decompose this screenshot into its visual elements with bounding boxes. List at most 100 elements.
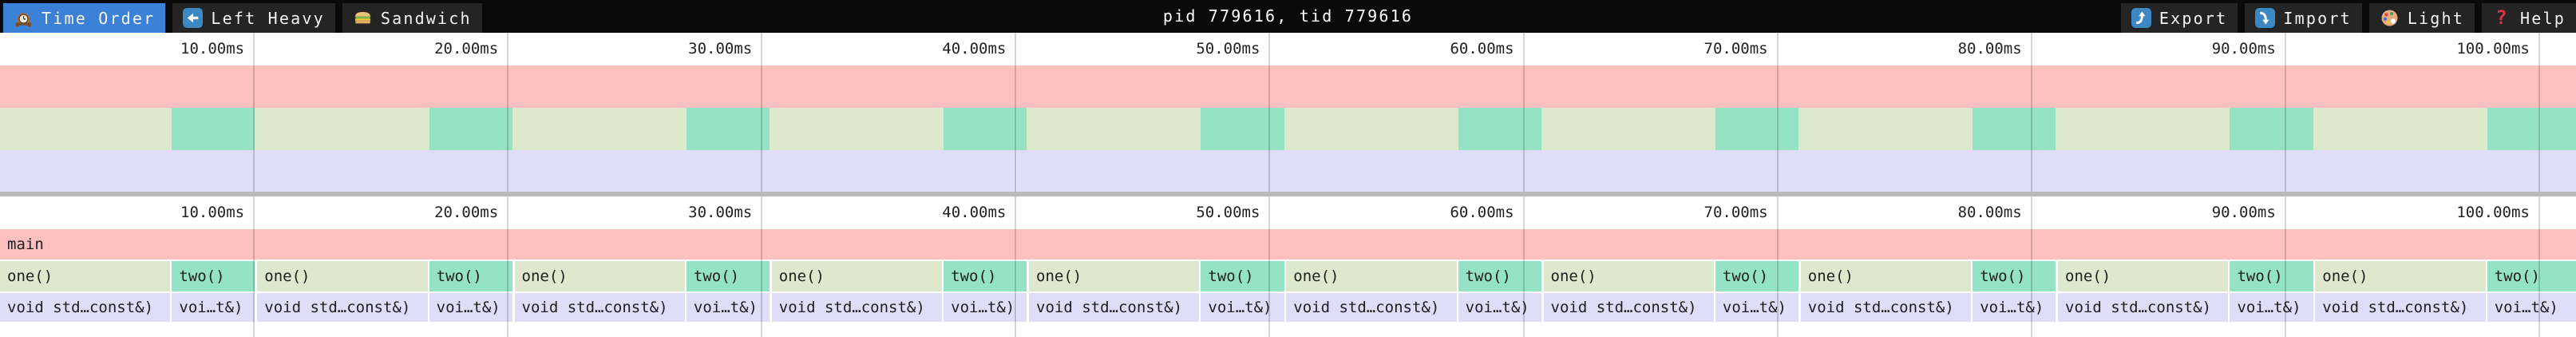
- button-export[interactable]: Export: [2120, 3, 2238, 33]
- button-help[interactable]: ? Help: [2482, 3, 2576, 33]
- time-gridline: [2538, 196, 2540, 337]
- button-theme[interactable]: Light: [2368, 3, 2475, 33]
- minimap-two-segment: [1973, 108, 2056, 150]
- minimap-two-segment: [2487, 108, 2576, 150]
- flame-cell-two-child-4[interactable]: voi…t&): [1201, 293, 1284, 322]
- minimap-band-depth2: [0, 150, 2576, 192]
- button-import[interactable]: Import: [2245, 3, 2362, 33]
- window-title: pid 779616, tid 779616: [1162, 6, 1414, 26]
- minimap-tick-label: 70.00ms: [1703, 40, 1768, 57]
- time-gridline: [1522, 33, 1525, 192]
- flame-cell-one-0[interactable]: one(): [0, 261, 171, 291]
- time-gridline: [507, 33, 509, 192]
- flame-cell-two-1[interactable]: two(): [429, 261, 512, 291]
- flame-cell-one-child-3[interactable]: void std…const&): [771, 293, 943, 322]
- tab-label: Left Heavy: [211, 8, 325, 28]
- flame-cell-two-child-2[interactable]: voi…t&): [686, 293, 770, 322]
- help-icon: ?: [2495, 6, 2509, 29]
- palette-icon: [2380, 8, 2400, 28]
- minimap-divider: [0, 192, 2576, 196]
- flame-cell-two-child-5[interactable]: voi…t&): [1458, 293, 1541, 322]
- minimap-tick-label: 40.00ms: [942, 40, 1007, 57]
- flame-cell-one-child-0[interactable]: void std…const&): [0, 293, 171, 322]
- flame-cell-one-7[interactable]: one(): [1800, 261, 1972, 291]
- flamechart-tick-label: 50.00ms: [1196, 204, 1260, 221]
- flame-cell-one-child-5[interactable]: void std…const&): [1286, 293, 1457, 322]
- tab-time-order[interactable]: Time Order: [3, 3, 166, 33]
- minimap-two-segment: [1458, 108, 1541, 150]
- minimap[interactable]: 10.00ms 20.00ms 30.00ms 40.00ms 50.00ms 60.00…: [0, 33, 2576, 192]
- tab-sandwich[interactable]: Sandwich: [342, 3, 482, 33]
- flame-cell-two-0[interactable]: two(): [172, 261, 255, 291]
- flame-cell-one-child-9[interactable]: void std…const&): [2315, 293, 2486, 322]
- flame-cell-one-2[interactable]: one(): [514, 261, 685, 291]
- flamechart-tick-label: 80.00ms: [1957, 204, 2022, 221]
- flame-cell-one-5[interactable]: one(): [1286, 261, 1457, 291]
- minimap-two-segment: [944, 108, 1027, 150]
- flame-cell-one-child-6[interactable]: void std…const&): [1543, 293, 1714, 322]
- flame-cell-two-2[interactable]: two(): [686, 261, 770, 291]
- tab-label: Time Order: [42, 8, 156, 28]
- tab-label: Sandwich: [380, 8, 472, 28]
- flame-cell-one-6[interactable]: one(): [1543, 261, 1714, 291]
- tab-left-heavy[interactable]: Left Heavy: [172, 3, 335, 33]
- time-gridline: [253, 33, 255, 192]
- minimap-tick-label: 20.00ms: [434, 40, 499, 57]
- minimap-two-segment: [1715, 108, 1798, 150]
- flame-cell-one-3[interactable]: one(): [771, 261, 943, 291]
- flame-cell-two-child-7[interactable]: voi…t&): [1973, 293, 2056, 322]
- time-gridline: [2538, 33, 2540, 192]
- flame-cell-one-child-4[interactable]: void std…const&): [1029, 293, 1200, 322]
- export-icon: [2131, 8, 2151, 28]
- flame-cell-two-6[interactable]: two(): [1715, 261, 1798, 291]
- flame-cell-one-child-1[interactable]: void std…const&): [257, 293, 428, 322]
- time-gridline: [507, 196, 509, 337]
- minimap-two-segment: [429, 108, 512, 150]
- flame-cell-two-child-3[interactable]: voi…t&): [944, 293, 1027, 322]
- time-gridline: [761, 33, 763, 192]
- flame-cell-two-5[interactable]: two(): [1458, 261, 1541, 291]
- flame-cell-two-9[interactable]: two(): [2487, 261, 2576, 291]
- minimap-two-segment: [2230, 108, 2313, 150]
- button-label: Help: [2520, 8, 2566, 28]
- flame-cell-one-child-8[interactable]: void std…const&): [2058, 293, 2229, 322]
- flame-cell-one-1[interactable]: one(): [257, 261, 428, 291]
- flame-cell-one-child-2[interactable]: void std…const&): [514, 293, 685, 322]
- minimap-band-main: [0, 65, 2576, 108]
- minimap-tick-label: 30.00ms: [688, 40, 753, 57]
- time-gridline: [2030, 196, 2032, 337]
- time-gridline: [761, 196, 763, 337]
- minimap-tick-label: 60.00ms: [1450, 40, 1514, 57]
- clock-icon: [14, 8, 34, 28]
- flame-cell-two-child-8[interactable]: voi…t&): [2230, 293, 2313, 322]
- flame-cell-one-4[interactable]: one(): [1029, 261, 1200, 291]
- flame-cell-one-8[interactable]: one(): [2058, 261, 2229, 291]
- time-gridline: [253, 196, 255, 337]
- minimap-two-segment: [686, 108, 770, 150]
- button-label: Light: [2407, 8, 2465, 28]
- button-label: Import: [2283, 8, 2352, 28]
- flamechart-tick-label: 40.00ms: [942, 204, 1007, 221]
- flame-cell-two-child-0[interactable]: voi…t&): [172, 293, 255, 322]
- flame-cell-two-8[interactable]: two(): [2230, 261, 2313, 291]
- flame-cell-two-3[interactable]: two(): [944, 261, 1027, 291]
- flame-cell-two-child-9[interactable]: voi…t&): [2487, 293, 2576, 322]
- time-gridline: [2030, 33, 2032, 192]
- action-buttons: Export Import Light? Help: [2120, 3, 2576, 33]
- flame-cell-two-7[interactable]: two(): [1973, 261, 2056, 291]
- left-arrow-icon: [183, 8, 204, 28]
- flame-cell-two-child-1[interactable]: voi…t&): [429, 293, 512, 322]
- flamechart-tick-label: 100.00ms: [2456, 204, 2530, 221]
- flamechart-tick-label: 60.00ms: [1450, 204, 1514, 221]
- toolbar: Time Order Left Heavy Sandwich pid 779616,…: [0, 0, 2576, 33]
- flamechart: 10.00ms 20.00ms 30.00ms 40.00ms 50.00ms 60.00…: [0, 196, 2576, 337]
- flamechart-tick-label: 30.00ms: [688, 204, 753, 221]
- minimap-band-depth1: [0, 108, 2576, 150]
- time-gridline: [2284, 33, 2286, 192]
- flame-cell-one-child-7[interactable]: void std…const&): [1800, 293, 1972, 322]
- flame-cell-main[interactable]: main: [0, 229, 2576, 260]
- flame-cell-two-child-6[interactable]: voi…t&): [1715, 293, 1798, 322]
- flame-cell-two-4[interactable]: two(): [1201, 261, 1284, 291]
- flame-cell-one-9[interactable]: one(): [2315, 261, 2486, 291]
